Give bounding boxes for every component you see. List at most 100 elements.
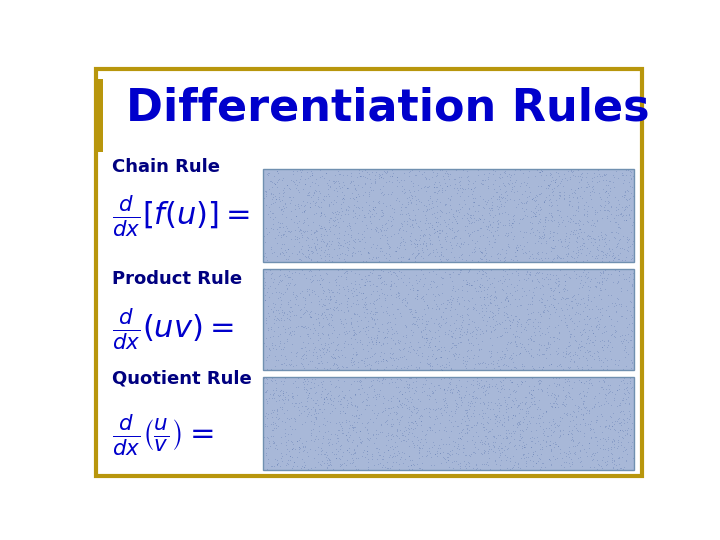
Point <box>520 407 531 415</box>
Point <box>286 306 297 315</box>
Point <box>616 244 627 253</box>
Point <box>377 408 388 416</box>
Point <box>521 462 532 471</box>
Point <box>620 390 631 399</box>
Point <box>511 245 523 254</box>
Point <box>319 222 330 231</box>
Point <box>544 333 556 341</box>
Point <box>615 302 626 310</box>
Point <box>435 364 446 373</box>
Point <box>351 291 363 300</box>
Point <box>518 443 530 451</box>
Point <box>272 306 284 314</box>
Point <box>375 285 387 293</box>
Point <box>489 238 500 246</box>
Point <box>346 334 357 342</box>
Point <box>537 350 549 359</box>
Point <box>428 248 439 256</box>
Point <box>315 294 327 303</box>
Point <box>456 320 467 329</box>
Point <box>475 247 487 256</box>
Point <box>375 421 387 430</box>
Point <box>300 350 312 359</box>
Point <box>363 360 374 368</box>
Point <box>433 291 444 300</box>
Point <box>302 286 313 295</box>
Point <box>364 415 376 423</box>
Point <box>303 243 315 252</box>
Point <box>334 400 346 408</box>
Point <box>274 308 285 317</box>
Point <box>459 393 470 401</box>
Point <box>331 363 343 372</box>
Point <box>276 452 288 461</box>
Point <box>586 325 598 334</box>
Point <box>259 411 271 420</box>
Point <box>516 284 528 293</box>
Point <box>546 217 557 225</box>
Point <box>598 385 609 394</box>
Point <box>412 421 423 429</box>
Point <box>449 348 461 357</box>
Point <box>521 192 533 201</box>
Point <box>582 439 594 448</box>
Point <box>279 352 290 360</box>
Point <box>556 236 567 245</box>
Point <box>453 442 464 450</box>
Point <box>294 201 306 210</box>
Point <box>418 295 429 303</box>
Point <box>300 384 312 393</box>
Point <box>517 449 528 458</box>
Point <box>278 391 289 400</box>
Point <box>500 316 511 325</box>
Point <box>260 319 271 327</box>
Point <box>380 226 392 235</box>
Point <box>269 300 281 309</box>
Point <box>367 265 379 274</box>
Point <box>613 453 624 461</box>
Point <box>570 448 581 456</box>
Point <box>477 357 488 366</box>
Point <box>337 183 348 191</box>
Point <box>396 412 408 421</box>
Point <box>421 447 433 456</box>
Point <box>410 320 421 328</box>
Point <box>516 197 527 206</box>
Point <box>620 201 631 210</box>
Point <box>608 394 620 402</box>
Point <box>577 399 588 408</box>
Point <box>518 342 529 351</box>
Point <box>493 208 505 217</box>
Point <box>624 399 635 408</box>
Point <box>444 440 455 448</box>
Point <box>387 432 399 441</box>
Point <box>589 206 600 214</box>
Point <box>258 252 270 261</box>
Point <box>477 409 488 417</box>
Point <box>483 313 495 322</box>
Point <box>408 403 420 411</box>
Point <box>341 296 352 305</box>
Point <box>283 415 294 423</box>
Point <box>528 456 539 465</box>
Point <box>551 382 562 391</box>
Point <box>507 397 518 406</box>
Point <box>475 418 487 427</box>
Point <box>381 325 392 334</box>
Point <box>554 187 565 196</box>
Point <box>325 214 336 222</box>
Point <box>499 253 510 261</box>
Point <box>442 448 454 457</box>
Point <box>503 219 514 227</box>
Point <box>336 299 347 307</box>
Point <box>318 394 330 403</box>
Point <box>397 295 408 303</box>
Point <box>260 409 271 417</box>
Point <box>500 221 511 230</box>
Point <box>360 327 372 335</box>
Point <box>546 389 558 397</box>
Point <box>527 352 539 361</box>
Point <box>369 461 380 469</box>
Point <box>400 339 411 347</box>
Point <box>286 393 297 401</box>
